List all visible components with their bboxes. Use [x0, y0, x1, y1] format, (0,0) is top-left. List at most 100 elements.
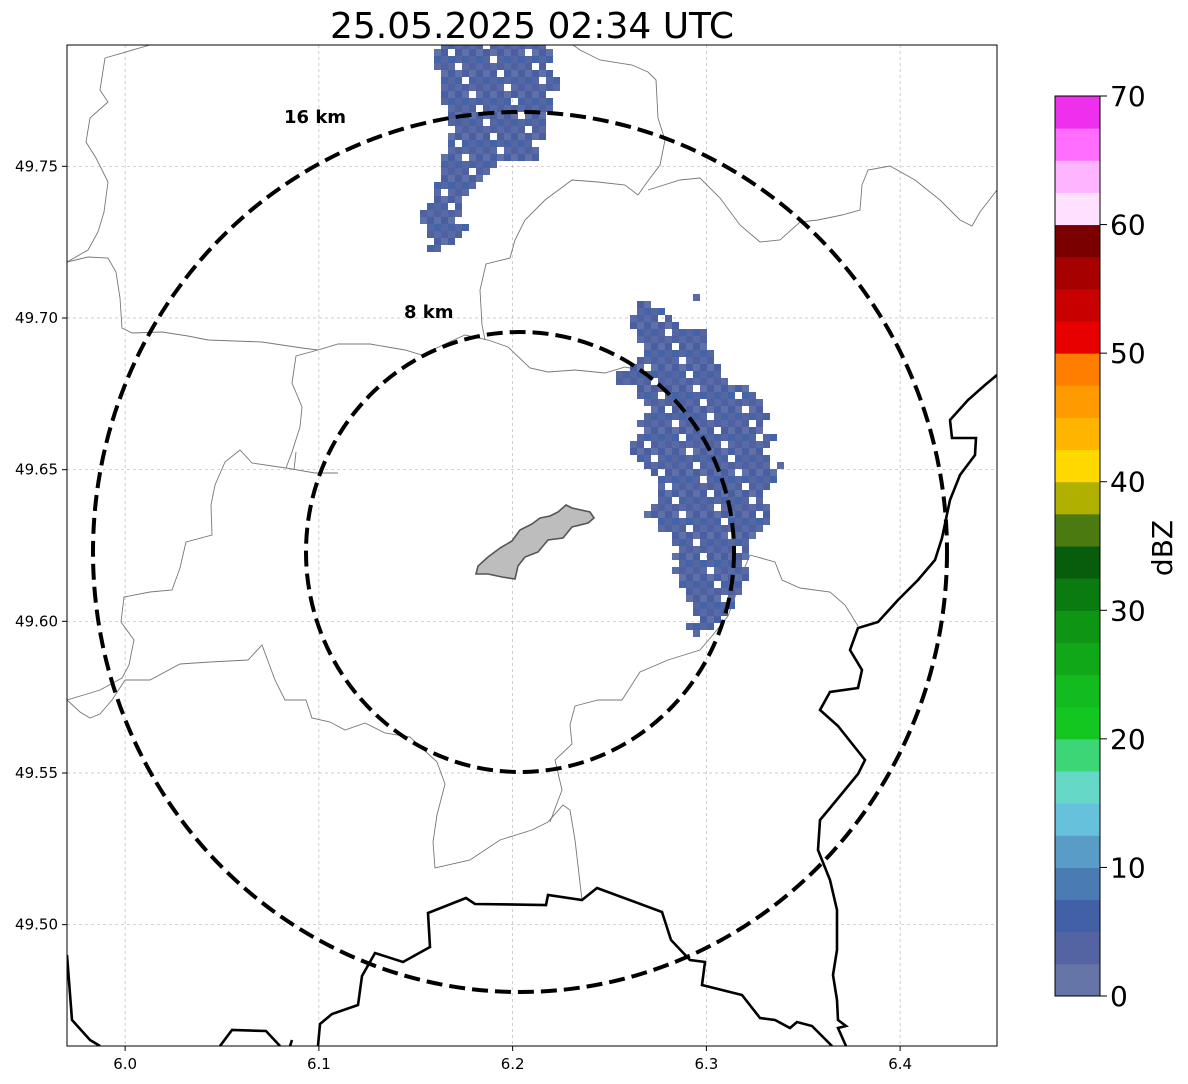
- echo-cell: [497, 112, 504, 119]
- echo-cell: [511, 70, 518, 77]
- echo-cell: [700, 504, 707, 511]
- echo-cell: [539, 98, 546, 105]
- echo-cell: [728, 420, 735, 427]
- echo-cell: [434, 217, 441, 224]
- echo-cell: [735, 518, 742, 525]
- echo-cell: [644, 511, 651, 518]
- echo-cell: [693, 546, 700, 553]
- echo-cell: [700, 595, 707, 602]
- echo-cell: [763, 518, 770, 525]
- echo-cell: [728, 567, 735, 574]
- y-tick-label: 49.60: [15, 612, 58, 630]
- echo-cell: [679, 553, 686, 560]
- echo-cell: [497, 77, 504, 84]
- echo-cell: [728, 469, 735, 476]
- echo-cell: [728, 427, 735, 434]
- echo-cell: [504, 126, 511, 133]
- echo-cell: [714, 588, 721, 595]
- echo-cell: [532, 45, 539, 49]
- echo-cell: [462, 56, 469, 63]
- echo-cell: [721, 448, 728, 455]
- echo-cell: [672, 371, 679, 378]
- echo-cell: [504, 140, 511, 147]
- echo-cell: [651, 413, 658, 420]
- echo-cell: [742, 413, 749, 420]
- echo-cell: [721, 476, 728, 483]
- echo-cell: [511, 112, 518, 119]
- echo-cell: [455, 49, 462, 56]
- map-panel: 16 km 8 km 6.0 6.1 6.2 6.3 6.4 49.7549.7049.…: [15, 44, 998, 1073]
- echo-cell: [490, 84, 497, 91]
- echo-cell: [637, 315, 644, 322]
- echo-cell: [462, 98, 469, 105]
- echo-cell: [700, 385, 707, 392]
- echo-cell: [651, 322, 658, 329]
- echo-cell: [630, 315, 637, 322]
- echo-cell: [490, 49, 497, 56]
- echo-cell: [714, 476, 721, 483]
- echo-cell: [539, 133, 546, 140]
- echo-cell: [455, 182, 462, 189]
- echo-cell: [693, 553, 700, 560]
- radar-echoes: [420, 45, 784, 637]
- echo-cell: [469, 175, 476, 182]
- echo-cell: [490, 154, 497, 161]
- echo-cell: [434, 182, 441, 189]
- echo-cell: [728, 476, 735, 483]
- echo-cell: [651, 462, 658, 469]
- echo-cell: [721, 434, 728, 441]
- echo-cell: [651, 420, 658, 427]
- echo-cell: [511, 147, 518, 154]
- echo-cell: [679, 392, 686, 399]
- echo-cell: [490, 63, 497, 70]
- national-border-line: [316, 886, 833, 1046]
- echo-cell: [644, 350, 651, 357]
- colorbar-swatch: [1055, 706, 1100, 740]
- echo-cell: [756, 469, 763, 476]
- echo-cell: [455, 126, 462, 133]
- echo-cell: [462, 63, 469, 70]
- echo-cell: [511, 84, 518, 91]
- echo-cell: [735, 448, 742, 455]
- echo-cell: [672, 357, 679, 364]
- echo-cell: [518, 133, 525, 140]
- echo-cell: [441, 91, 448, 98]
- colorbar-swatch: [1055, 417, 1100, 451]
- echo-cell: [476, 161, 483, 168]
- echo-cell: [518, 63, 525, 70]
- echo-cell: [532, 91, 539, 98]
- echo-cell: [742, 546, 749, 553]
- echo-cell: [707, 357, 714, 364]
- echo-cell: [483, 126, 490, 133]
- echo-cell: [427, 203, 434, 210]
- colorbar-swatch: [1055, 353, 1100, 386]
- echo-cell: [770, 476, 777, 483]
- echo-cell: [700, 490, 707, 497]
- echo-cell: [679, 504, 686, 511]
- echo-cell: [518, 70, 525, 77]
- echo-cell: [707, 623, 714, 630]
- echo-cell: [686, 532, 693, 539]
- echo-cell: [469, 133, 476, 140]
- echo-cell: [714, 413, 721, 420]
- echo-cell: [735, 581, 742, 588]
- echo-cell: [735, 385, 742, 392]
- echo-cell: [756, 455, 763, 462]
- echo-cell: [721, 525, 728, 532]
- echo-cell: [672, 413, 679, 420]
- echo-cell: [721, 392, 728, 399]
- echo-cell: [483, 168, 490, 175]
- echo-cell: [742, 420, 749, 427]
- echo-cell: [665, 350, 672, 357]
- echo-cell: [651, 315, 658, 322]
- echo-cell: [686, 623, 693, 630]
- echo-cell: [469, 105, 476, 112]
- echo-cell: [637, 420, 644, 427]
- echo-cell: [721, 385, 728, 392]
- echo-cell: [637, 448, 644, 455]
- echo-cell: [553, 77, 560, 84]
- echo-cell: [679, 497, 686, 504]
- echo-cell: [441, 203, 448, 210]
- echo-cell: [525, 140, 532, 147]
- echo-cell: [658, 399, 665, 406]
